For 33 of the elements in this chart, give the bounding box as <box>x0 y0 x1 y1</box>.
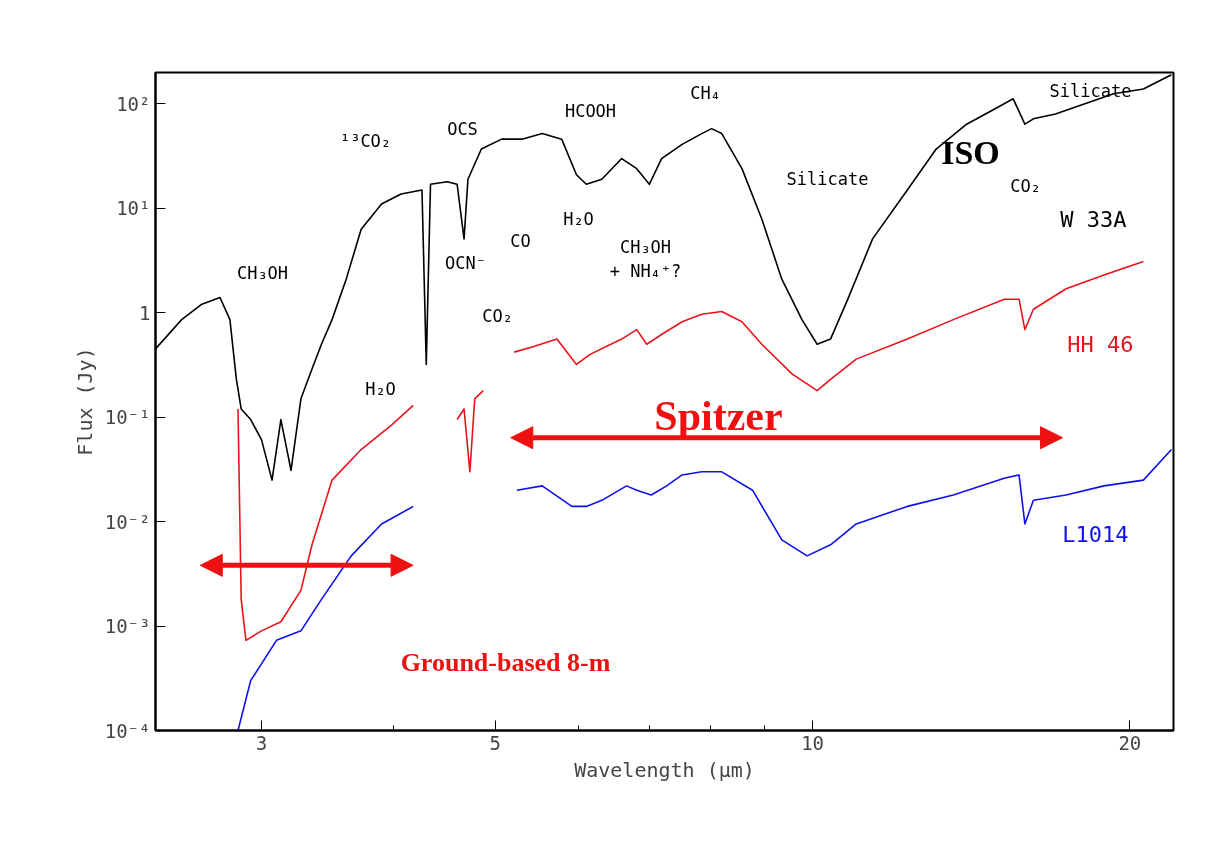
annotation: CH₃OH <box>236 262 289 283</box>
annotation: Spitzer <box>654 392 783 439</box>
annotation: CH₄ <box>690 82 721 103</box>
x-tick-label: 10 <box>801 731 825 754</box>
annotation: OCS <box>447 118 478 139</box>
y-tick-label: 10⁻⁴ <box>104 719 151 742</box>
annotation: CO₂ <box>1010 175 1041 196</box>
annotation: CH₃OH + NH₄⁺? <box>609 236 682 281</box>
y-tick-label: 10⁻³ <box>104 615 151 638</box>
x-axis-title: Wavelength (μm) <box>574 757 755 782</box>
annotation: ¹³CO₂ <box>339 130 392 151</box>
x-tick-label: 3 <box>255 731 268 754</box>
series-label: HH 46 <box>1067 331 1134 357</box>
y-tick-label: 10² <box>116 92 151 115</box>
y-axis-title: Flux (Jy) <box>72 347 97 456</box>
y-tick-label: 10⁻² <box>104 510 151 533</box>
annotation: Ground-based 8-m <box>400 648 611 677</box>
y-tick-label: 10¹ <box>116 197 151 220</box>
annotation: H₂O <box>563 208 594 229</box>
y-tick-label: 1 <box>139 301 151 324</box>
x-tick-label: 20 <box>1118 731 1142 754</box>
annotation: H₂O <box>365 378 396 399</box>
text: W 33A <box>1060 207 1127 233</box>
annotation: CO <box>510 230 531 251</box>
annotation: HCOOH <box>564 100 617 121</box>
annotation: Silicate <box>1049 80 1132 101</box>
annotation: Silicate <box>786 168 869 189</box>
annotation: OCN⁻ <box>445 252 486 273</box>
y-tick-label: 10⁻¹ <box>104 406 151 429</box>
series-label: L1014 <box>1062 522 1129 548</box>
annotation: CO₂ <box>482 305 513 326</box>
x-tick-label: 5 <box>489 731 502 754</box>
annotation: ISO <box>941 134 1000 171</box>
